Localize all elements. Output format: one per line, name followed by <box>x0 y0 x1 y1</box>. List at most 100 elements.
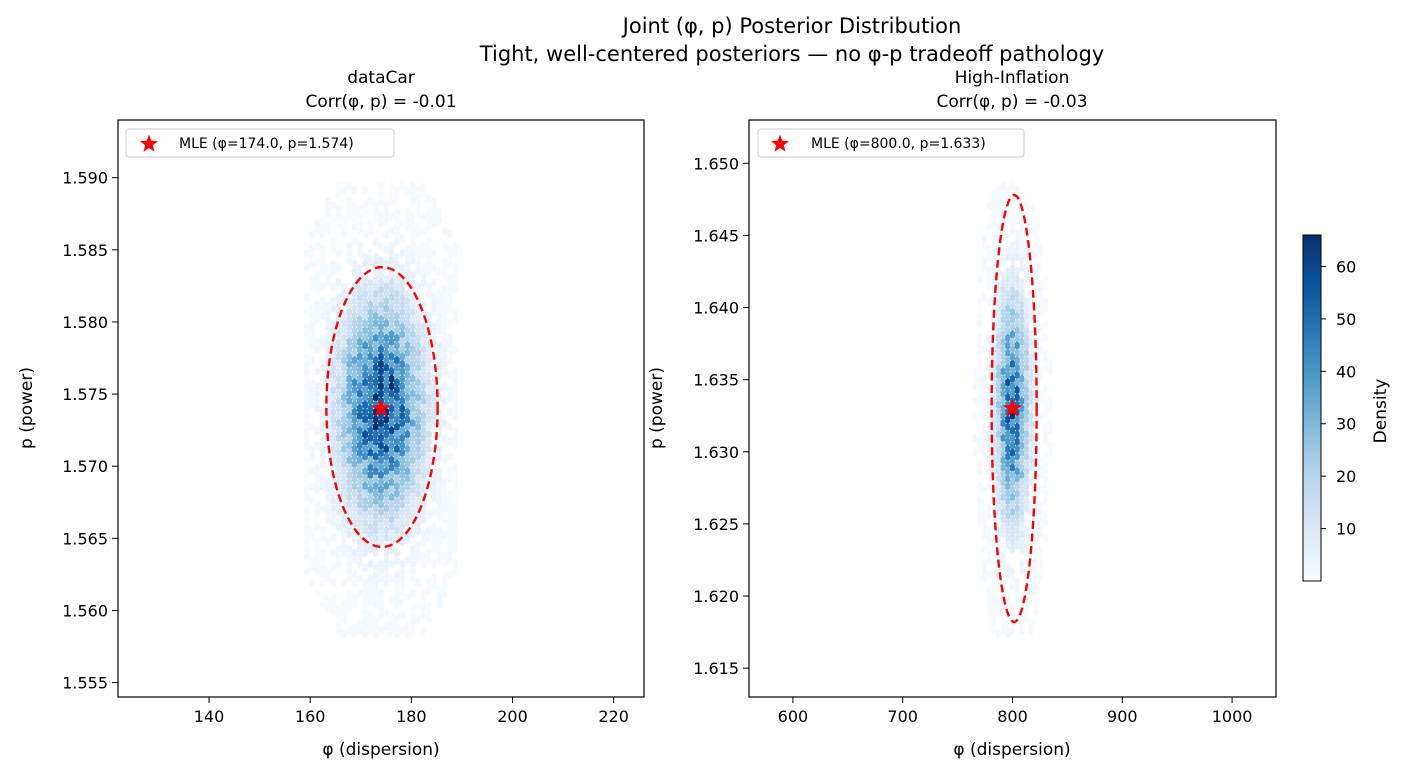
hexbin-cell <box>415 348 421 358</box>
hexbin-cell <box>325 278 331 288</box>
hexbin-cell <box>362 614 368 624</box>
hexbin-cell <box>341 429 347 439</box>
hexbin-cell <box>394 629 400 639</box>
hexbin-cell <box>1047 440 1053 451</box>
hexbin-cell <box>1005 503 1011 513</box>
hexbin-cell <box>362 289 368 299</box>
hexbin-cell <box>351 622 358 632</box>
hexbin-cell <box>362 592 368 602</box>
hexbin-cell <box>372 614 379 624</box>
hexbin-cell <box>1000 448 1006 458</box>
hexbin-cell <box>394 489 400 499</box>
hexbin-cell <box>409 322 416 332</box>
hexbin-cell <box>367 448 374 458</box>
hexbin-cell <box>319 503 326 513</box>
hexbin-cell <box>388 396 395 406</box>
hexbin-cell <box>452 344 459 354</box>
hexbin-cell <box>1014 267 1020 277</box>
hexbin-cell <box>319 244 326 254</box>
hexbin-cell <box>346 300 353 310</box>
hexbin-cell <box>1009 226 1016 236</box>
hexbin-cell <box>351 385 358 395</box>
hexbin-cell <box>1000 514 1006 525</box>
hexbin-cell <box>378 470 384 480</box>
x-axis-ticks: 140 160 180 200 220 <box>194 697 629 726</box>
hexbin-cell <box>314 226 321 236</box>
hexbin-cell <box>986 429 992 439</box>
hexbin-cell <box>447 230 453 240</box>
hexbin-cell <box>415 444 421 454</box>
hexbin-cell <box>335 366 342 377</box>
hexbin-cell <box>378 278 384 288</box>
hexbin-cell <box>351 415 358 425</box>
hexbin-cell <box>995 363 1001 373</box>
hexbin-cell <box>415 526 421 536</box>
hexbin-cell <box>309 392 315 402</box>
hexbin-cell <box>303 485 310 495</box>
hexbin-cell <box>441 315 448 325</box>
hexbin-cell <box>986 474 992 484</box>
hexbin-cell <box>409 307 416 317</box>
hexbin-cell <box>356 507 363 517</box>
x-axis-label: φ (dispersion) <box>953 740 1070 760</box>
hexbin-cell <box>1042 489 1048 499</box>
hexbin-cell <box>977 311 983 321</box>
hexbin-cell <box>436 348 443 358</box>
hexbin-cell <box>351 267 358 277</box>
hexbin-cell <box>447 281 453 291</box>
hexbin-cell <box>378 196 384 206</box>
hexbin-cell <box>383 200 390 210</box>
hexbin-cell <box>394 526 400 536</box>
hexbin-cell <box>447 489 453 499</box>
hexbin-cell <box>409 381 416 391</box>
hexbin-cell <box>1000 322 1006 332</box>
hexbin-cell <box>399 625 406 636</box>
hexbin-cell <box>341 540 347 550</box>
hexbin-cell <box>981 374 987 384</box>
hexbin-cell <box>415 429 421 439</box>
hexbin-cell <box>1038 500 1044 510</box>
hexbin-cell <box>372 326 379 336</box>
hexbin-cell <box>409 440 416 451</box>
hexbin-cell <box>1009 389 1016 399</box>
hexbin-cell <box>1042 481 1048 491</box>
hexbin-cell <box>388 418 395 428</box>
hexbin-cell <box>415 452 421 462</box>
hexbin-cell <box>372 378 379 388</box>
hexbin-cell <box>447 296 453 306</box>
hexbin-cell <box>425 259 432 269</box>
hexbin-cell <box>447 518 453 528</box>
hexbin-cell <box>404 215 411 225</box>
hexbin-cell <box>383 370 390 380</box>
hexbin-cell <box>372 577 379 587</box>
hexbin-cell <box>383 422 390 432</box>
hexbin-cell <box>378 359 384 369</box>
hexbin-cell <box>394 326 400 336</box>
hexbin-cell <box>351 363 358 373</box>
hexbin-cell <box>330 215 337 225</box>
hexbin-cell <box>1005 474 1011 484</box>
hexbin-cell <box>447 348 453 358</box>
hexbin-cell <box>409 522 416 532</box>
hexbin-cell <box>415 600 421 610</box>
hexbin-cell <box>404 296 411 306</box>
hexbin-cell <box>346 529 353 539</box>
hexbin-cell <box>314 537 321 547</box>
hexbin-cell <box>341 400 347 410</box>
hexbin-cell <box>330 607 337 617</box>
hexbin-cell <box>367 218 374 229</box>
hexbin-cell <box>372 274 379 284</box>
hexbin-cell <box>1005 452 1011 462</box>
hexbin-cell <box>1014 244 1020 254</box>
hexbin-cell <box>362 577 368 587</box>
hexbin-cell <box>1005 392 1011 402</box>
hexbin-cell <box>330 407 337 417</box>
hexbin-cell <box>1014 496 1020 506</box>
hexbin-cell <box>362 429 368 439</box>
hexbin-cell <box>409 359 416 369</box>
hexbin-cell <box>394 577 400 587</box>
hexbin-cell <box>1038 551 1044 562</box>
hexbin-cell <box>1042 363 1048 373</box>
hexbin-cell <box>356 322 363 332</box>
hexbin-cell <box>409 181 416 192</box>
